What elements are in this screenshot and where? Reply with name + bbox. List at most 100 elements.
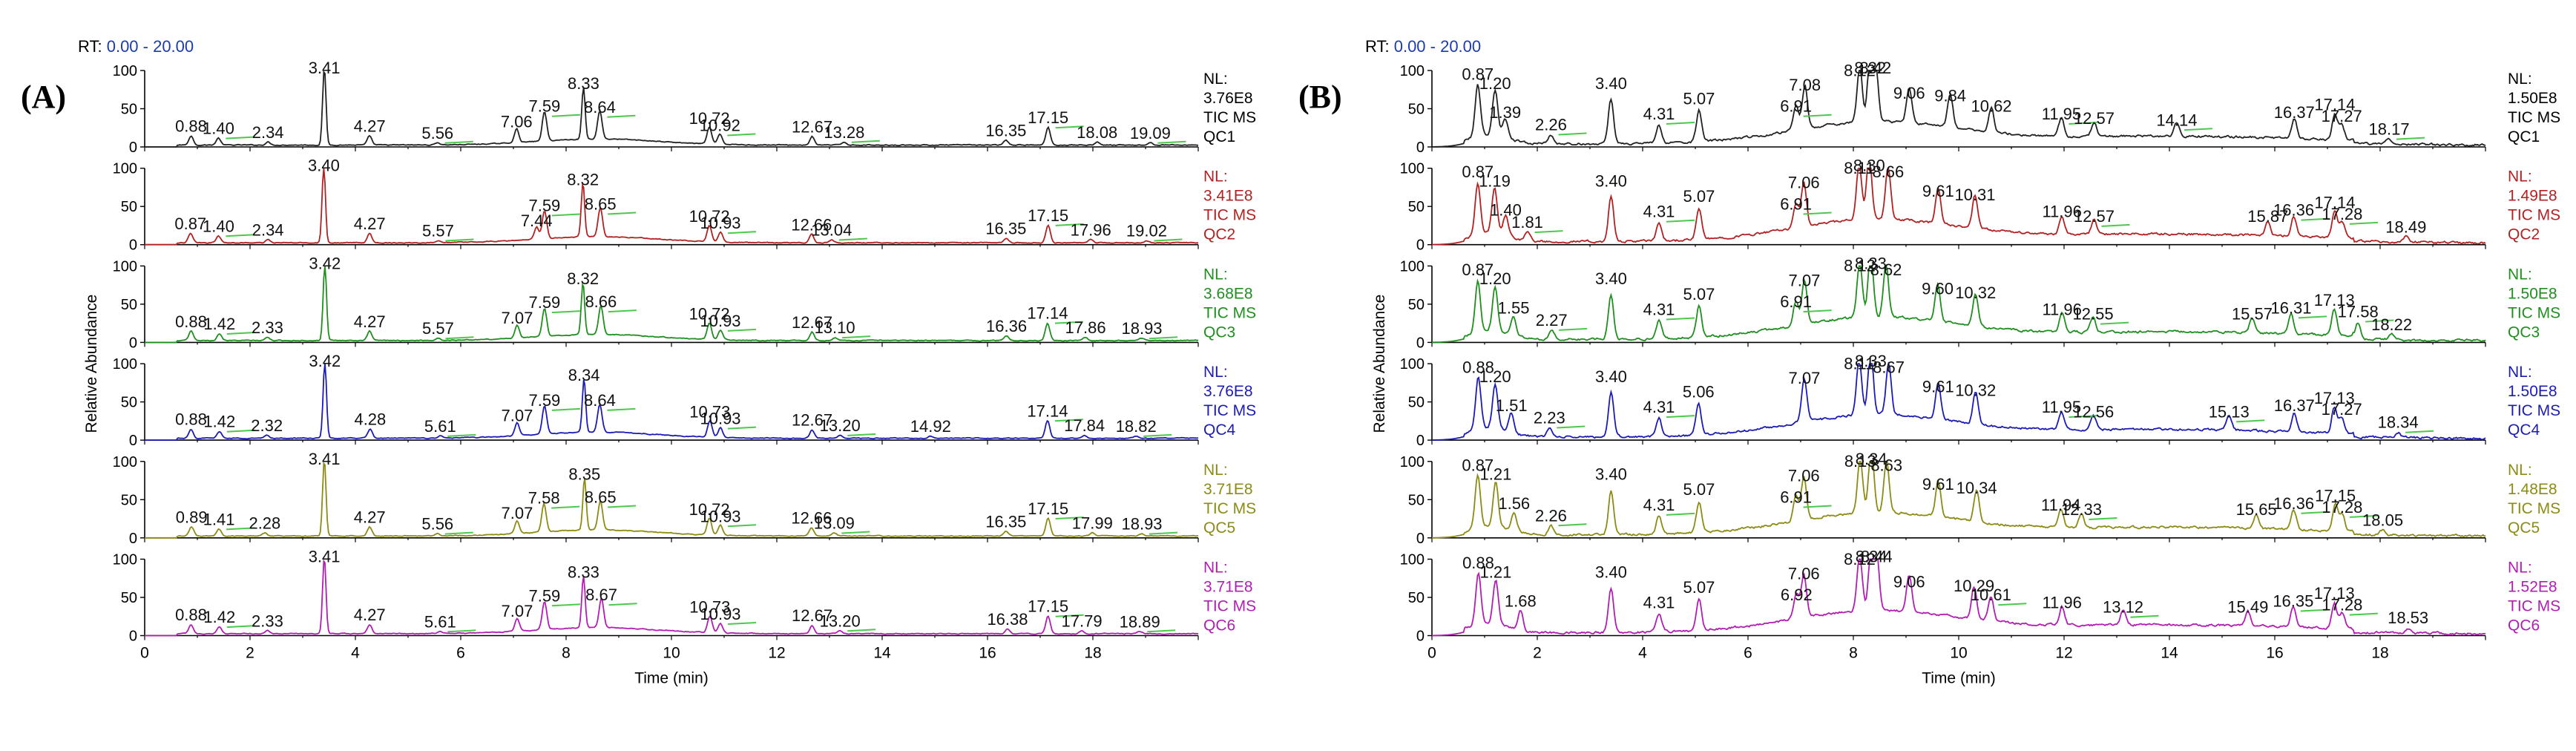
peak-label: 7.06 [1788, 174, 1820, 192]
rt-range-label: RT: 0.00 - 20.00 [1365, 37, 1481, 56]
peak-marker [2301, 511, 2330, 514]
peak-label: 10.73 [689, 402, 730, 421]
peak-marker [1054, 419, 1083, 422]
nl-label: NL: [1203, 70, 1228, 88]
peak-label: 8.33 [568, 74, 599, 93]
peak-label: 9.84 [1934, 86, 1966, 105]
peak-label: 0.88 [175, 410, 207, 429]
peak-label: 4.27 [354, 508, 386, 526]
peak-marker [2396, 137, 2425, 140]
peak-label: 1.42 [203, 315, 235, 333]
peak-label: 1.39 [1489, 103, 1521, 122]
peak-marker [841, 531, 870, 534]
peak-label: 1.42 [203, 608, 235, 626]
sample-name: QC6 [1203, 617, 1235, 634]
peak-label: 3.40 [308, 157, 340, 175]
peak-label: 14.14 [2156, 111, 2197, 129]
peak-marker [226, 234, 254, 237]
peak-label: 8.35 [568, 465, 600, 484]
nl-label: NL: [1203, 462, 1228, 479]
x-tick-label: 4 [1638, 645, 1647, 662]
nl-label: NL: [2508, 364, 2532, 381]
peak-marker [1803, 114, 1832, 117]
peak-label: 7.07 [502, 602, 533, 620]
peak-label: 9.60 [1922, 280, 1954, 298]
nl-value: 3.76E8 [1203, 90, 1253, 107]
peak-label: 4.31 [1643, 398, 1675, 416]
peak-label: 2.27 [1536, 311, 1568, 329]
peak-label: 3.40 [1595, 172, 1627, 191]
peak-label: 17.84 [1064, 416, 1105, 435]
sample-name: QC1 [2508, 128, 2540, 145]
peak-marker [1534, 230, 1563, 234]
peak-label: 17.14 [2314, 96, 2355, 114]
peak-label: 17.79 [1062, 611, 1103, 630]
peak-marker [1154, 238, 1183, 242]
peak-label: 5.61 [424, 612, 456, 631]
peak-marker [226, 625, 255, 629]
x-tick-label: 10 [663, 645, 680, 662]
peak-label: 13.28 [824, 123, 864, 142]
peak-marker [444, 140, 473, 144]
peak-label: 12.55 [2073, 305, 2114, 324]
nl-label: NL: [2508, 560, 2532, 577]
panel-b: (B) RT: 0.00 - 20.00 Relative Abundance 0 50… [1298, 37, 2560, 687]
detector-label: TIC MS [2508, 598, 2560, 615]
peak-label: 10.72 [689, 109, 730, 128]
y-tick-label: 50 [121, 199, 137, 215]
peak-label: 10.34 [1956, 479, 1997, 497]
y-tick-label: 50 [1408, 395, 1425, 411]
trace-qc4: 0 50 100 0.881.42 2.32 3.42 4.28 5.61 7.077.59 8.… [113, 352, 1257, 449]
peak-label: 12.67 [792, 118, 832, 137]
peak-marker [1149, 336, 1178, 340]
chromatogram-line [1432, 361, 2486, 441]
peak-marker [727, 133, 756, 137]
peak-label: 7.59 [528, 293, 560, 312]
peak-marker [1054, 321, 1083, 324]
peak-label: 8.64 [584, 391, 616, 410]
peak-marker [608, 505, 637, 508]
peak-label: 10.93 [700, 410, 740, 428]
peak-label: 8.67 [585, 586, 617, 604]
peak-label: 17.13 [2314, 584, 2355, 603]
peak-label: 4.27 [354, 312, 386, 331]
peak-marker [727, 426, 757, 430]
x-tick-label: 16 [979, 645, 996, 662]
peak-label: 2.32 [251, 416, 283, 435]
nl-value: 1.50E8 [2508, 285, 2557, 302]
y-tick-label: 0 [1416, 629, 1425, 645]
peak-marker [847, 629, 876, 632]
peak-label: 1.40 [203, 119, 234, 138]
y-tick-label: 50 [121, 297, 137, 313]
peak-label: 7.07 [502, 504, 533, 522]
detector-label: TIC MS [1203, 304, 1256, 321]
chromatogram-line [145, 266, 1199, 344]
peak-marker [226, 429, 255, 433]
x-tick-label: 14 [2161, 645, 2178, 662]
peak-marker [1143, 433, 1172, 437]
peak-marker [608, 309, 637, 313]
peak-label: 6.91 [1780, 97, 1812, 116]
peak-label: 17.14 [1027, 401, 1068, 420]
peak-label: 7.06 [501, 112, 533, 131]
peak-marker [1803, 505, 1832, 508]
peak-label: 18.93 [1121, 515, 1162, 534]
peak-label: 17.28 [2322, 498, 2362, 516]
peak-label: 1.81 [1511, 213, 1543, 232]
detector-label: TIC MS [2508, 500, 2560, 517]
y-tick-label: 100 [113, 63, 137, 79]
peak-label: 18.89 [1120, 612, 1160, 631]
peak-label: 1.56 [1498, 494, 1530, 513]
peak-marker [226, 332, 255, 335]
peak-label: 17.28 [2322, 205, 2362, 223]
y-tick-label: 0 [129, 140, 137, 156]
y-tick-label: 0 [1416, 335, 1425, 351]
peak-label: 8.67 [1873, 358, 1905, 377]
peak-label: 2.26 [1535, 115, 1567, 134]
peak-marker [838, 237, 867, 241]
trace-qc2: 0 50 100 0.871.19 1.401.81 3.40 4.31 5.07 6.91 7.… [1400, 157, 2561, 254]
peak-label: 3.40 [1595, 269, 1627, 288]
rt-range-label: RT: 0.00 - 20.00 [78, 37, 194, 56]
peak-label: 18.53 [2388, 609, 2428, 627]
